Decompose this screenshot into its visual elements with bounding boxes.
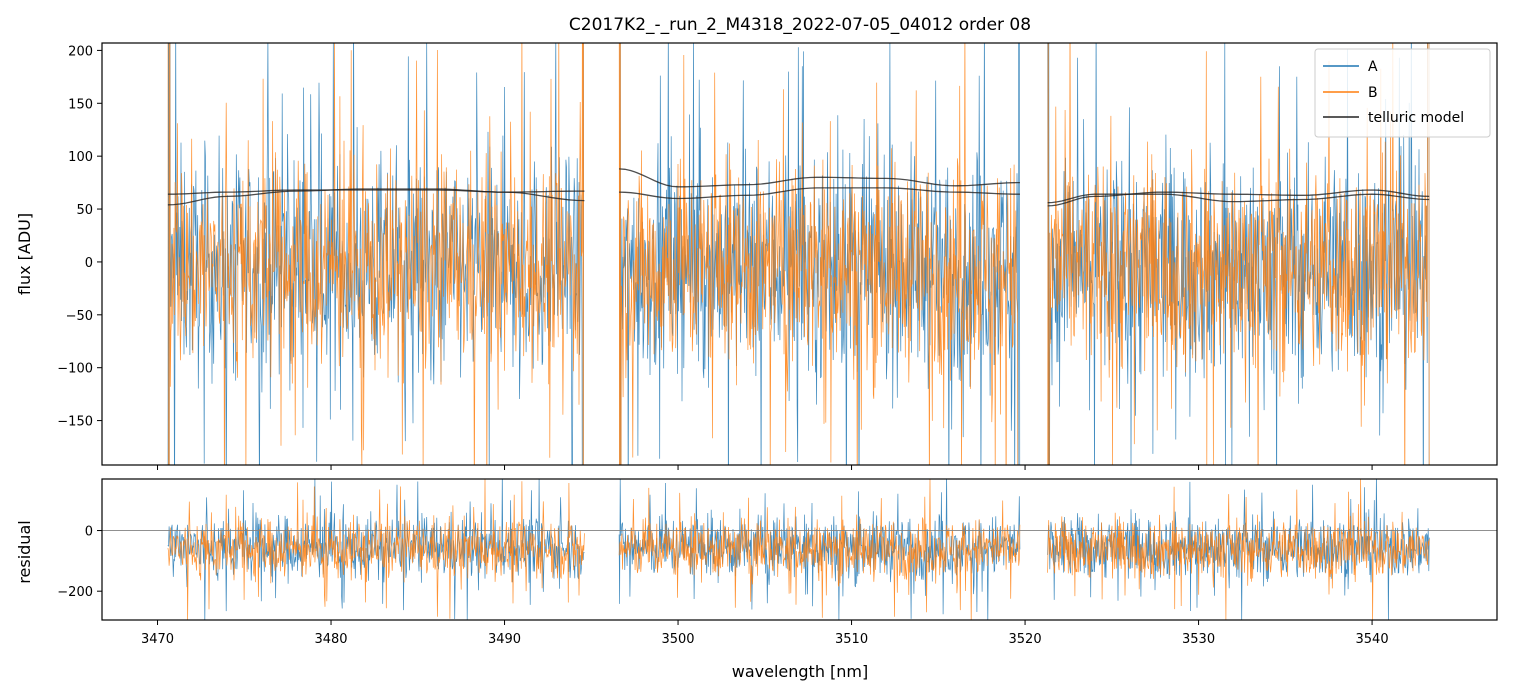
series-line-a — [167, 479, 585, 620]
y-tick-label: 100 — [68, 150, 93, 165]
x-tick-label: 3520 — [1009, 632, 1042, 647]
residual-y-ticks: −200 0 — [57, 525, 102, 600]
telluric-model-curve — [1047, 193, 1430, 204]
series-line-b — [1047, 479, 1430, 620]
y-tick-label: −200 — [57, 585, 93, 600]
chart-title: C2017K2_-_run_2_M4318_2022-07-05_04012 o… — [569, 15, 1031, 35]
series-line-b — [167, 479, 585, 620]
residual-data — [102, 479, 1497, 620]
flux-data — [167, 43, 1430, 465]
residual-x-ticks: 3470 3480 3490 3500 3510 3520 3530 3540 — [141, 620, 1389, 647]
legend-label-telluric: telluric model — [1368, 110, 1464, 126]
legend-label-b: B — [1368, 85, 1378, 101]
x-axis-label: wavelength [nm] — [732, 662, 869, 681]
y-tick-label: 0 — [85, 525, 93, 540]
x-tick-label: 3470 — [141, 632, 174, 647]
y-tick-label: 200 — [68, 44, 93, 59]
y-tick-label: 150 — [68, 97, 93, 112]
series-line-b — [167, 43, 585, 465]
x-tick-label: 3510 — [835, 632, 868, 647]
flux-y-axis-label: flux [ADU] — [15, 213, 34, 295]
flux-panel: −150 −100 −50 0 50 100 150 200 flux [ADU] A B t… — [15, 42, 1498, 470]
telluric-model-curve — [167, 189, 585, 195]
residual-y-axis-label: residual — [15, 520, 34, 583]
telluric-model-curve — [619, 187, 1020, 200]
legend: A B telluric model — [1314, 48, 1491, 138]
x-tick-label: 3480 — [314, 632, 347, 647]
series-line-b — [618, 43, 1019, 465]
legend-label-a: A — [1368, 59, 1378, 75]
y-tick-label: 0 — [85, 256, 93, 271]
x-tick-label: 3490 — [488, 632, 521, 647]
flux-y-ticks: −150 −100 −50 0 50 100 150 200 — [57, 44, 102, 430]
x-tick-label: 3500 — [661, 632, 694, 647]
y-tick-label: −150 — [57, 415, 93, 430]
residual-axes-frame — [101, 478, 1498, 621]
residual-panel: −200 0 3470 3480 3490 3500 3510 3520 3530 3540 r… — [15, 478, 1498, 681]
y-tick-label: −50 — [66, 309, 93, 324]
legend-box — [1314, 48, 1491, 138]
telluric-model-curve — [619, 168, 1020, 188]
x-tick-label: 3540 — [1356, 632, 1389, 647]
y-tick-label: −100 — [57, 362, 93, 377]
series-line-b — [1047, 43, 1430, 465]
y-tick-label: 50 — [76, 203, 93, 218]
series-line-b — [618, 479, 1021, 620]
x-tick-label: 3530 — [1182, 632, 1215, 647]
telluric-model-curve — [1047, 189, 1430, 207]
flux-x-ticks — [157, 465, 1373, 470]
flux-axes-frame — [101, 42, 1498, 466]
